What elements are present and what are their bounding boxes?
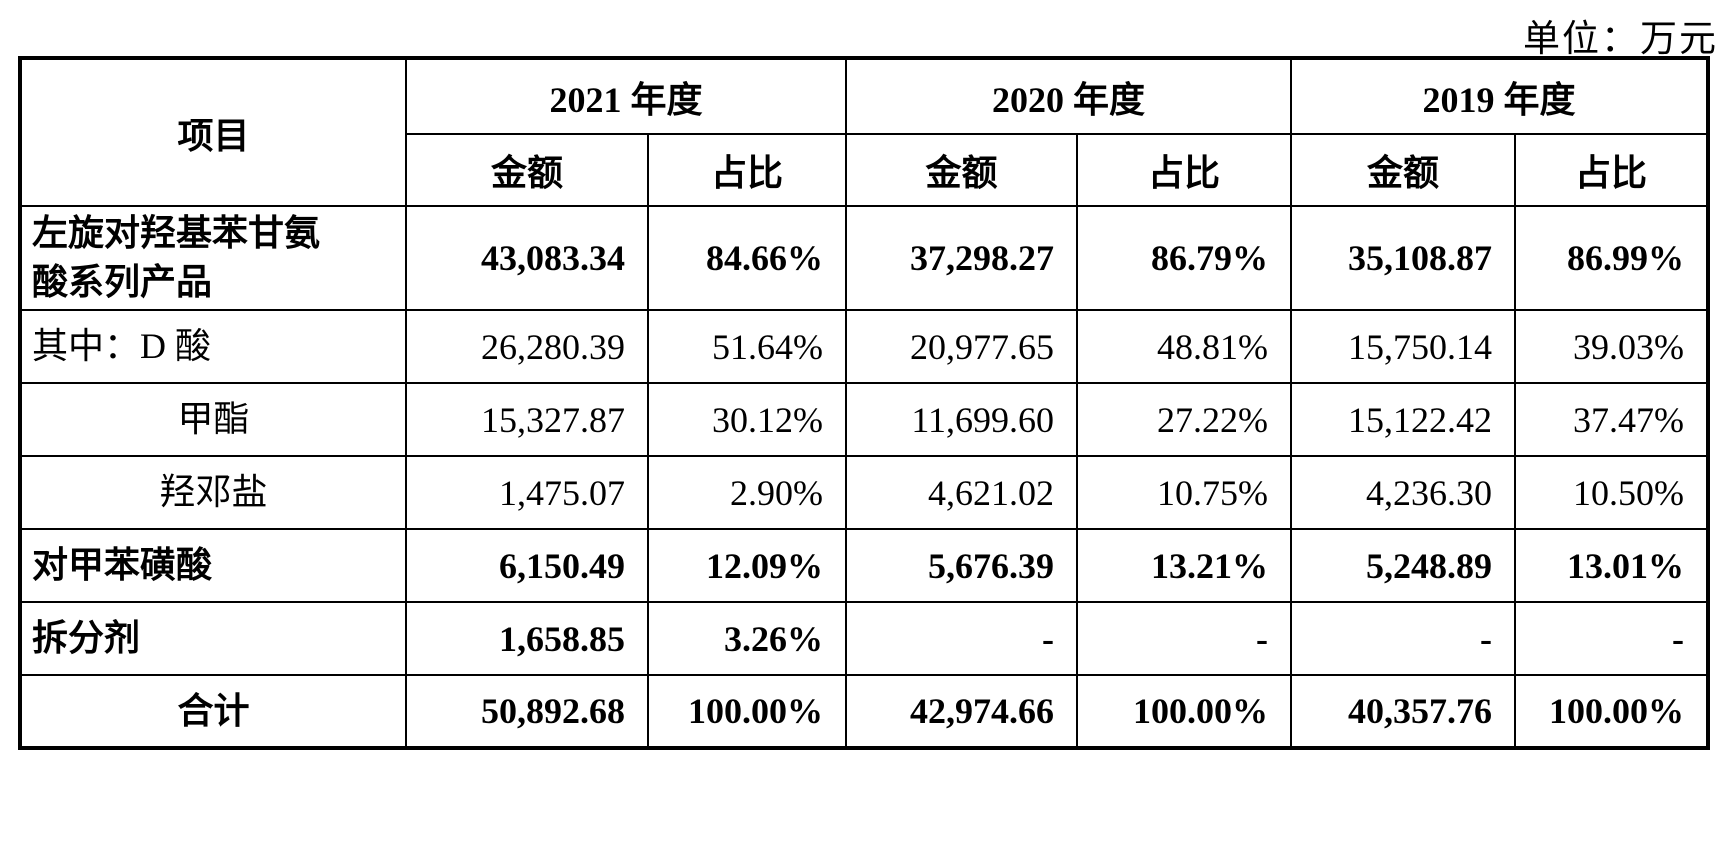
cell-value: 37,298.27 bbox=[845, 205, 1079, 311]
header-year-2021: 2021 年度 bbox=[404, 57, 848, 135]
cell-value: 12.09% bbox=[646, 528, 848, 603]
header-row-measures: 金额 占比 金额 占比 金额 占比 bbox=[20, 133, 1710, 207]
table-header: 项目 2021 年度 2020 年度 2019 年度 金额 占比 金额 占比 金… bbox=[19, 57, 1710, 207]
cell-value: 2.90% bbox=[646, 455, 848, 530]
cell-value: 10.50% bbox=[1514, 455, 1710, 530]
table-row: 对甲苯磺酸 6,150.49 12.09% 5,676.39 13.21% 5,248.8… bbox=[19, 528, 1710, 603]
table-body: 左旋对羟基苯甘氨 酸系列产品 43,083.34 84.66% 37,298.27 86… bbox=[19, 205, 1710, 749]
cell-value: 40,357.76 bbox=[1290, 674, 1517, 749]
cell-value: 15,122.42 bbox=[1290, 382, 1517, 457]
header-amount-2020: 金额 bbox=[845, 133, 1079, 207]
header-year-2019: 2019 年度 bbox=[1290, 57, 1710, 135]
cell-value: - bbox=[1076, 601, 1293, 676]
cell-value: 27.22% bbox=[1076, 382, 1293, 457]
cell-value: - bbox=[845, 601, 1079, 676]
table-row: 左旋对羟基苯甘氨 酸系列产品 43,083.34 84.66% 37,298.27 86… bbox=[19, 205, 1710, 311]
cell-value: 11,699.60 bbox=[845, 382, 1079, 457]
cell-value: 3.26% bbox=[646, 601, 848, 676]
header-item: 项目 bbox=[19, 57, 407, 207]
table-row: 甲酯 15,327.87 30.12% 11,699.60 27.22% 15,122.4… bbox=[19, 382, 1710, 457]
header-ratio-2021: 占比 bbox=[646, 133, 848, 207]
table-row: 其中：D 酸 26,280.39 51.64% 20,977.65 48.81% 15,7… bbox=[19, 309, 1710, 384]
row-label: 其中：D 酸 bbox=[19, 309, 407, 384]
row-label: 甲酯 bbox=[19, 382, 407, 457]
header-ratio-2020: 占比 bbox=[1076, 133, 1293, 207]
cell-value: 10.75% bbox=[1076, 455, 1293, 530]
row-label: 左旋对羟基苯甘氨 酸系列产品 bbox=[19, 205, 407, 311]
cell-value: 86.99% bbox=[1514, 205, 1710, 311]
unit-label: 单位：万元 bbox=[1523, 19, 1718, 60]
cell-value: 13.01% bbox=[1514, 528, 1710, 603]
cell-value: 4,621.02 bbox=[845, 455, 1079, 530]
cell-value: 26,280.39 bbox=[405, 309, 649, 384]
table-row: 合计 50,892.68 100.00% 42,974.66 100.00% 40,357… bbox=[19, 674, 1710, 749]
cell-value: 15,327.87 bbox=[405, 382, 649, 457]
cell-value: 37.47% bbox=[1514, 382, 1710, 457]
cell-value: 30.12% bbox=[646, 382, 848, 457]
cell-value: 86.79% bbox=[1076, 205, 1293, 311]
cell-value: 13.21% bbox=[1076, 528, 1293, 603]
cell-value: 4,236.30 bbox=[1290, 455, 1517, 530]
cell-value: 84.66% bbox=[646, 205, 848, 311]
cell-value: 1,475.07 bbox=[405, 455, 649, 530]
cell-value: 50,892.68 bbox=[405, 674, 649, 749]
cell-value: 51.64% bbox=[646, 309, 848, 384]
header-ratio-2019: 占比 bbox=[1514, 133, 1710, 207]
cell-value: 39.03% bbox=[1514, 309, 1710, 384]
row-label: 羟邓盐 bbox=[19, 455, 407, 530]
row-label: 合计 bbox=[19, 674, 407, 749]
row-label: 对甲苯磺酸 bbox=[19, 528, 407, 603]
cell-value: - bbox=[1514, 601, 1710, 676]
row-label: 拆分剂 bbox=[19, 601, 407, 676]
cell-value: 43,083.34 bbox=[405, 205, 649, 311]
cell-value: 5,248.89 bbox=[1290, 528, 1517, 603]
cell-value: 48.81% bbox=[1076, 309, 1293, 384]
table-row: 拆分剂 1,658.85 3.26% - - - - bbox=[19, 601, 1710, 676]
cell-value: 100.00% bbox=[1076, 674, 1293, 749]
table-row: 羟邓盐 1,475.07 2.90% 4,621.02 10.75% 4,236.30 10… bbox=[19, 455, 1710, 530]
cell-value: 5,676.39 bbox=[845, 528, 1079, 603]
cell-value: 6,150.49 bbox=[405, 528, 649, 603]
header-year-2020: 2020 年度 bbox=[845, 57, 1293, 135]
cell-value: - bbox=[1290, 601, 1517, 676]
revenue-breakdown-table: 项目 2021 年度 2020 年度 2019 年度 金额 占比 金额 占比 金… bbox=[18, 56, 1711, 750]
cell-value: 1,658.85 bbox=[405, 601, 649, 676]
header-row-years: 项目 2021 年度 2020 年度 2019 年度 bbox=[19, 57, 1710, 207]
cell-value: 15,750.14 bbox=[1290, 309, 1517, 384]
cell-value: 100.00% bbox=[646, 674, 848, 749]
cell-value: 20,977.65 bbox=[845, 309, 1079, 384]
cell-value: 35,108.87 bbox=[1290, 205, 1517, 311]
cell-value: 100.00% bbox=[1514, 674, 1710, 749]
header-amount-2021: 金额 bbox=[405, 133, 649, 207]
header-amount-2019: 金额 bbox=[1290, 133, 1517, 207]
cell-value: 42,974.66 bbox=[845, 674, 1079, 749]
